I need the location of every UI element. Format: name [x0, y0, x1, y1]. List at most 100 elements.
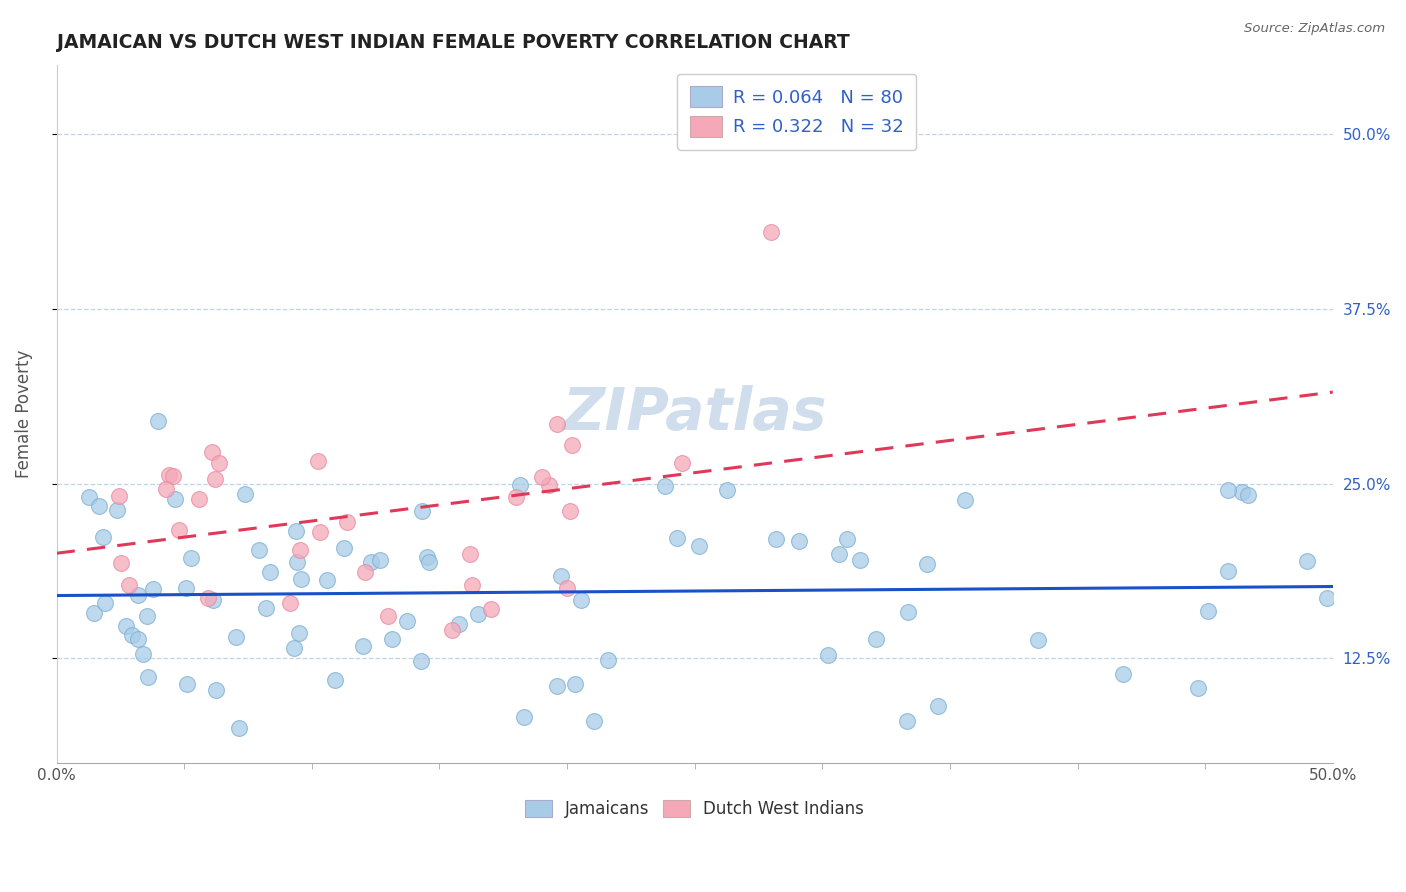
Point: [953, 492, 976, 507]
Point: [110, 556, 132, 570]
Point: [163, 492, 186, 507]
Point: [368, 553, 391, 567]
Point: [114, 619, 136, 633]
Point: [307, 453, 329, 467]
Y-axis label: Female Poverty: Female Poverty: [15, 350, 32, 478]
Point: [91, 530, 114, 544]
Point: [117, 578, 139, 592]
Point: [315, 573, 337, 587]
Point: [157, 468, 180, 483]
Point: [288, 542, 311, 557]
Point: [202, 593, 225, 607]
Point: [416, 549, 439, 564]
Point: [108, 489, 131, 503]
Point: [1218, 564, 1240, 578]
Point: [598, 652, 620, 666]
Point: [353, 565, 375, 579]
Point: [1111, 667, 1133, 681]
Point: [121, 627, 143, 641]
Point: [233, 487, 256, 501]
Point: [513, 710, 536, 724]
Point: [550, 569, 572, 583]
Point: [1216, 483, 1239, 498]
Point: [537, 478, 560, 492]
Point: [146, 414, 169, 428]
Point: [259, 565, 281, 579]
Point: [561, 438, 583, 452]
Point: [896, 714, 918, 729]
Point: [162, 468, 184, 483]
Point: [201, 445, 224, 459]
Point: [671, 456, 693, 470]
Point: [323, 673, 346, 688]
Text: JAMAICAN VS DUTCH WEST INDIAN FEMALE POVERTY CORRELATION CHART: JAMAICAN VS DUTCH WEST INDIAN FEMALE POV…: [56, 33, 849, 52]
Point: [765, 532, 787, 546]
Point: [787, 534, 810, 549]
Point: [654, 479, 676, 493]
Point: [449, 617, 471, 632]
Point: [132, 647, 155, 661]
Point: [546, 417, 568, 432]
Point: [332, 541, 354, 555]
Point: [761, 225, 783, 239]
Point: [1316, 591, 1339, 605]
Point: [187, 491, 209, 506]
Point: [1026, 632, 1049, 647]
Point: [127, 632, 149, 646]
Point: [176, 677, 198, 691]
Point: [564, 677, 586, 691]
Point: [105, 503, 128, 517]
Point: [530, 469, 553, 483]
Point: [835, 532, 858, 546]
Point: [1187, 681, 1209, 696]
Point: [83, 606, 105, 620]
Point: [254, 600, 277, 615]
Point: [479, 602, 502, 616]
Point: [418, 555, 440, 569]
Point: [411, 504, 433, 518]
Point: [509, 478, 531, 492]
Point: [336, 515, 359, 529]
Point: [174, 581, 197, 595]
Point: [849, 553, 872, 567]
Point: [204, 472, 226, 486]
Point: [352, 639, 374, 653]
Point: [127, 588, 149, 602]
Point: [411, 654, 433, 668]
Point: [1237, 488, 1260, 502]
Point: [560, 504, 582, 518]
Point: [142, 582, 165, 597]
Point: [927, 698, 949, 713]
Point: [505, 490, 527, 504]
Point: [716, 483, 738, 497]
Point: [555, 582, 578, 596]
Point: [817, 648, 839, 663]
Point: [290, 572, 312, 586]
Legend: Jamaicans, Dutch West Indians: Jamaicans, Dutch West Indians: [519, 793, 870, 825]
Point: [228, 721, 250, 735]
Point: [205, 683, 228, 698]
Point: [458, 547, 481, 561]
Point: [865, 632, 887, 646]
Point: [285, 524, 308, 538]
Point: [897, 605, 920, 619]
Text: ZIPatlas: ZIPatlas: [562, 385, 827, 442]
Point: [569, 593, 592, 607]
Point: [94, 596, 117, 610]
Point: [136, 670, 159, 684]
Point: [915, 557, 938, 571]
Point: [441, 624, 464, 638]
Point: [1230, 485, 1253, 500]
Point: [79, 490, 101, 504]
Point: [309, 525, 332, 540]
Point: [583, 714, 606, 729]
Point: [396, 614, 419, 628]
Point: [1296, 553, 1319, 567]
Point: [285, 555, 308, 569]
Point: [828, 547, 851, 561]
Point: [381, 632, 404, 646]
Point: [288, 626, 311, 640]
Point: [461, 578, 484, 592]
Point: [1197, 604, 1219, 618]
Point: [136, 609, 159, 624]
